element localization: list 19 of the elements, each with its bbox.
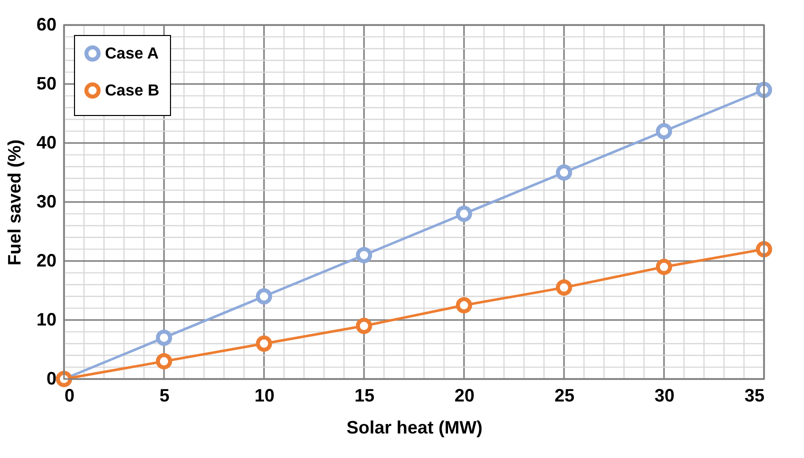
y-tick-label: 0 [46, 368, 56, 388]
x-tick-label: 35 [744, 386, 764, 406]
legend-label: Case B [105, 82, 160, 100]
y-axis-title: Fuel saved (%) [4, 139, 24, 266]
y-tick-label: 40 [36, 132, 56, 152]
x-tick-label: 30 [654, 386, 675, 406]
y-tick-label: 50 [36, 74, 56, 94]
y-tick-label: 20 [36, 250, 56, 270]
x-tick-label: 20 [454, 386, 475, 406]
x-tick-label: 5 [159, 386, 170, 406]
x-tick-label: 0 [64, 386, 75, 406]
y-tick-label: 30 [36, 192, 56, 212]
y-tick-label: 10 [36, 310, 56, 330]
x-tick-label: 15 [354, 386, 375, 406]
legend-label: Case A [105, 46, 160, 62]
x-tick-label: 25 [554, 386, 575, 406]
x-tick-label: 10 [254, 386, 275, 406]
y-tick-label: 60 [36, 14, 56, 34]
x-axis-title: Solar heat (MW) [346, 418, 483, 438]
